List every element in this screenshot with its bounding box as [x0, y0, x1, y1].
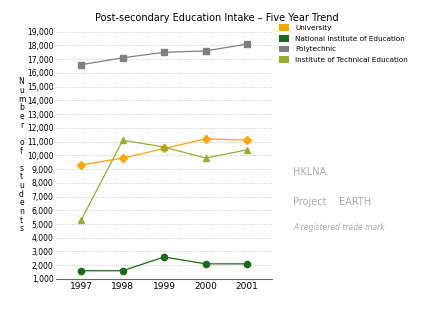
- Legend: University, National Institute of Education, Polytechnic, Institute of Technical: University, National Institute of Educat…: [277, 23, 409, 65]
- Text: A registered trade mark: A registered trade mark: [293, 223, 385, 231]
- Text: HKLNA: HKLNA: [293, 167, 326, 177]
- Text: Post-secondary Education Intake – Five Year Trend: Post-secondary Education Intake – Five Y…: [95, 13, 339, 23]
- Y-axis label: N
u
m
b
e
r

o
f

s
t
u
d
e
n
t
s: N u m b e r o f s t u d e n t s: [18, 77, 25, 233]
- Text: Project    EARTH: Project EARTH: [293, 197, 371, 207]
